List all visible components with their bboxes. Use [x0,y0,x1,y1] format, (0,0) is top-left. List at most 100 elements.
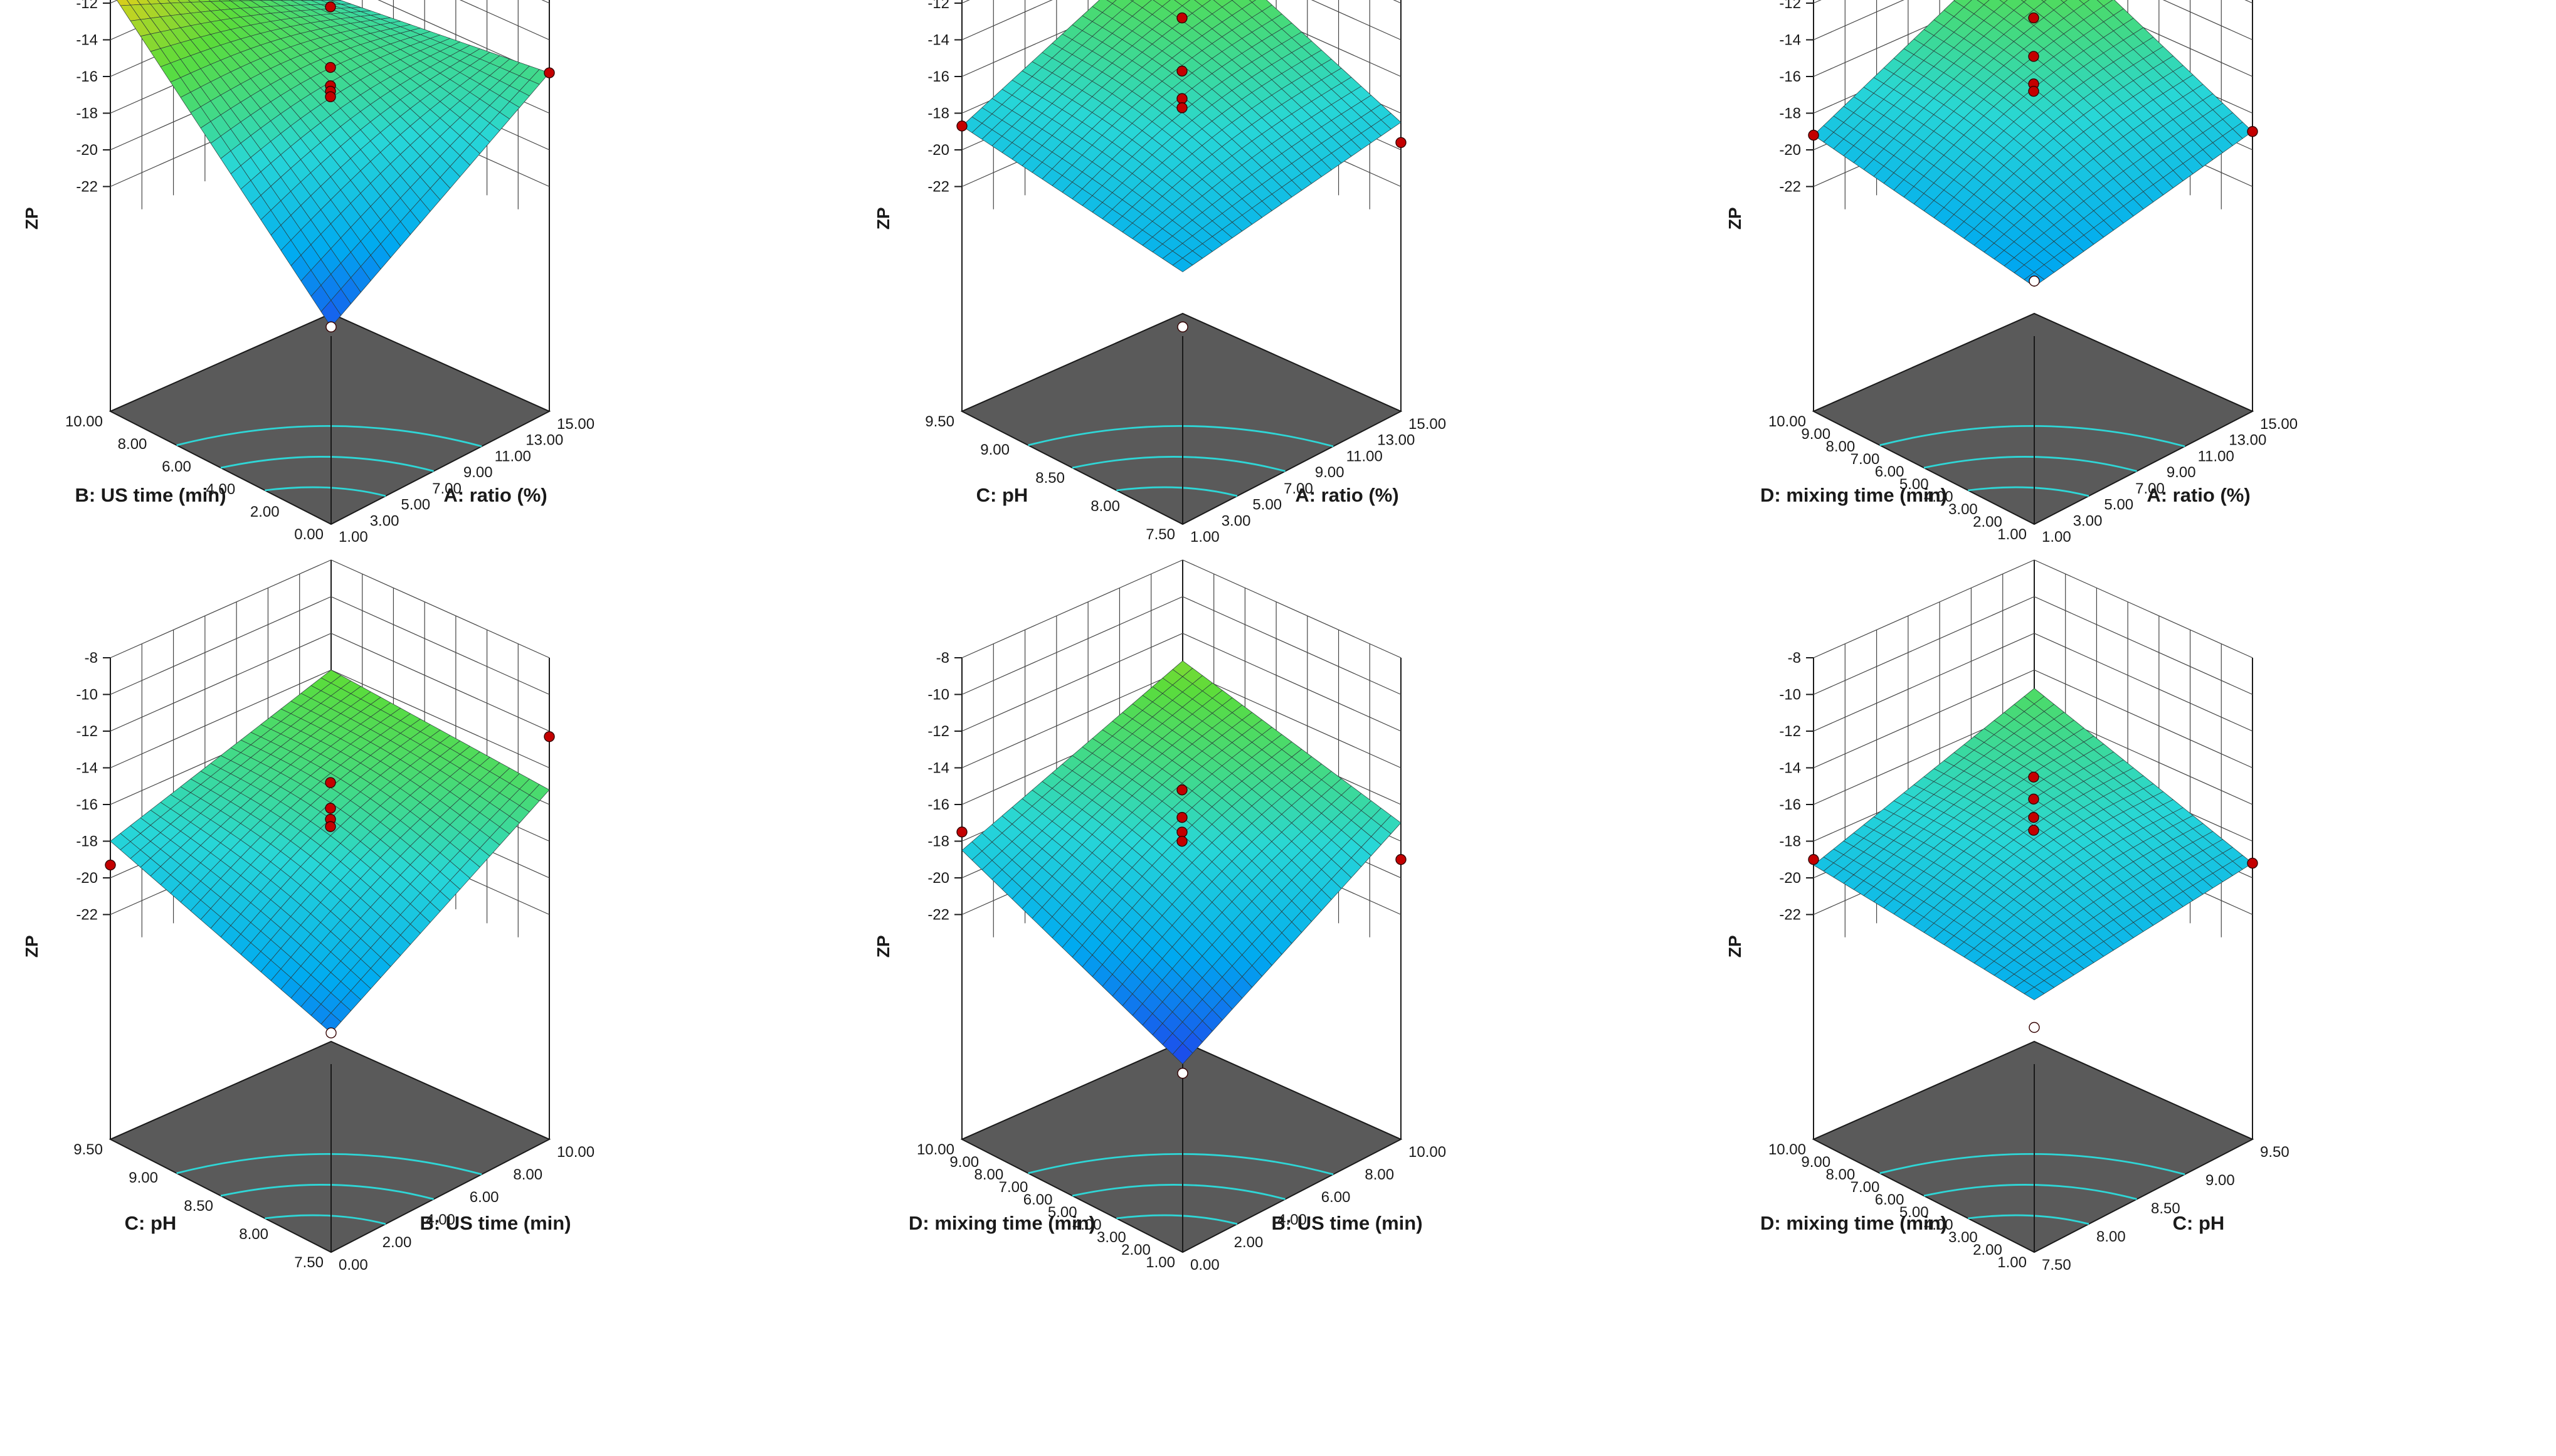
z-tick-label: -18 [1779,105,1801,122]
wall-gridline-1 [110,559,550,658]
y-tick-label: 9.50 [925,413,954,430]
x-tick-label: 13.00 [2229,432,2266,449]
z-tick-label: -14 [76,760,98,777]
z-tick-label: -22 [1779,179,1801,196]
wall-gridline-1 [961,559,1402,658]
floor-contour-1 [265,486,386,497]
design-point [1176,835,1188,847]
z-tick-label: -18 [927,105,949,122]
x-tick-label: 6.00 [1321,1189,1351,1206]
y-tick-label: 2.00 [1121,1242,1151,1258]
y-tick-label: 8.50 [184,1198,213,1215]
x-tick-label: 5.00 [1252,497,1282,514]
design-point [325,803,336,814]
floor-contour-3 [1028,1153,1334,1176]
z-tick-label: -10 [1779,687,1801,704]
z-tick-label: -14 [76,32,98,49]
z-axis-label: ZP [1725,208,1745,230]
design-point-right [1395,137,1407,149]
z-tick-label: -16 [76,796,98,813]
y-tick-label: 8.00 [239,1226,268,1243]
design-point-right [1395,854,1407,865]
x-tick-label: 15.00 [557,416,594,433]
z-tick-label: -18 [76,833,98,850]
z-tick-label: -20 [1779,870,1801,887]
x-axis-label: B: US time (min) [420,1212,571,1234]
floor-contour-2 [1072,456,1286,472]
y-tick-label: 8.00 [974,1166,1004,1183]
panel-6: -8 -10 -12 -14 -16 -18 -20 -22 ZP 7.50 8.00 8.50 9.0… [1725,559,2289,1274]
z-tick-label: -18 [1779,833,1801,850]
z-tick-label: -8 [936,650,949,667]
z-axis: -8-10-12-14-16-18-20-22 [1779,0,1814,196]
y-tick-label: 9.50 [73,1141,103,1158]
z-axis-label: ZP [22,208,41,230]
z-tick-label: -20 [1779,142,1801,159]
y-tick-label: 6.00 [1875,463,1904,480]
wall-gridline-3 [1813,633,2253,732]
y-tick-label: 4.00 [206,481,235,498]
design-point-left [956,120,968,132]
design-point [1176,93,1188,104]
x-axis-label: B: US time (min) [1271,1212,1422,1234]
x-tick-label: 9.00 [2167,464,2196,481]
x-tick-label: 5.00 [2104,497,2133,514]
y-tick-label: 9.00 [129,1169,158,1186]
wall-gridline-3 [961,633,1402,732]
z-axis-label: ZP [1725,936,1745,958]
y-axis-label: D: mixing time (min) [909,1212,1096,1234]
wall-gridline-2 [961,596,1402,695]
y-axis-label: D: mixing time (min) [1760,1212,1947,1234]
surface-cell [1106,0,1117,4]
y-tick-label: 3.00 [1948,1229,1978,1246]
x-axis-label: A: ratio (%) [443,484,547,506]
y-tick-label: 8.00 [1826,438,1856,455]
floor-contour-1 [1116,1214,1238,1225]
design-point [2028,51,2039,62]
z-tick-label: -20 [927,870,949,887]
floor-contour-2 [1923,456,2137,472]
z-tick-label: -22 [76,179,98,196]
y-tick-label: 8.00 [1091,498,1120,515]
z-tick-label: -22 [76,907,98,924]
wall-gridline-1 [1813,559,2253,658]
floor-contour-3 [1028,425,1334,448]
z-tick-label: -22 [927,907,949,924]
design-point [1176,811,1188,823]
surface-cell [1999,0,2008,4]
floor-contour-3 [176,425,482,448]
surface-cell [320,1013,342,1033]
y-tick-label: 3.00 [1948,501,1978,518]
x-tick-label: 4.00 [426,1211,455,1228]
z-tick-label: -16 [76,68,98,85]
panel-5: -8 -10 -12 -14 -16 -18 -20 -22 ZP 0.00 2.00 4.00 6.0… [874,559,1446,1274]
design-point [1176,12,1188,24]
y-tick-label: 4.00 [1072,1216,1102,1233]
surface-cell [1172,258,1193,273]
z-tick-label: -16 [927,68,949,85]
x-tick-label: 1.00 [339,529,368,546]
wall-gridline-2 [1813,596,2253,695]
wall-gridline-4 [1813,0,2253,41]
response-surface [116,0,550,327]
design-point-near [325,321,337,333]
x-tick-label: 3.00 [370,512,399,529]
x-tick-label: 5.00 [401,497,430,514]
z-tick-label: -12 [76,723,98,740]
y-tick-label: 3.00 [1097,1229,1126,1246]
z-axis-label: ZP [874,936,893,958]
floor-contour-plane [108,1040,551,1253]
design-point [325,61,336,73]
design-point-left [1808,854,1819,865]
x-tick-label: 1.00 [2042,529,2071,546]
z-tick-label: -14 [1779,760,1801,777]
floor-contour-3 [1879,1153,2185,1176]
y-tick-label: 6.00 [1023,1191,1053,1208]
x-tick-label: 7.50 [2042,1257,2071,1274]
floor-contour-3 [176,1153,482,1176]
y-axis-label: C: pH [976,484,1028,506]
x-tick-label: 4.00 [1277,1211,1307,1228]
wall-gridline-4 [961,0,1402,41]
design-point [325,91,336,103]
wall-gridline-4 [1813,669,2253,769]
